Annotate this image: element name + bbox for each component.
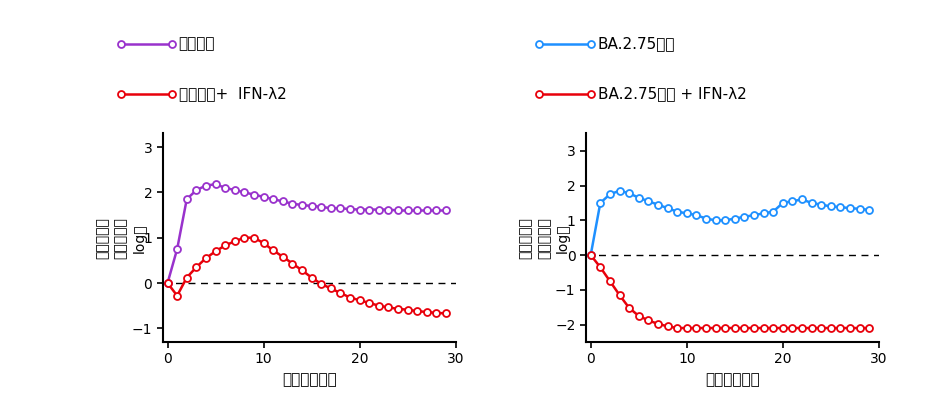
Text: BA.2.75系統: BA.2.75系統 — [598, 36, 675, 51]
Text: ウイルス量
（相対値・
log）: ウイルス量 （相対値・ log） — [519, 217, 569, 259]
Text: ウイルス量
（相対値・
log）: ウイルス量 （相対値・ log） — [96, 217, 146, 259]
X-axis label: 感染後の日数: 感染後の日数 — [282, 372, 337, 387]
Text: デルタ株+  IFN-λ2: デルタ株+ IFN-λ2 — [179, 86, 286, 101]
X-axis label: 感染後の日数: 感染後の日数 — [705, 372, 760, 387]
Text: BA.2.75系統 + IFN-λ2: BA.2.75系統 + IFN-λ2 — [598, 86, 747, 101]
Text: デルタ株: デルタ株 — [179, 36, 215, 51]
